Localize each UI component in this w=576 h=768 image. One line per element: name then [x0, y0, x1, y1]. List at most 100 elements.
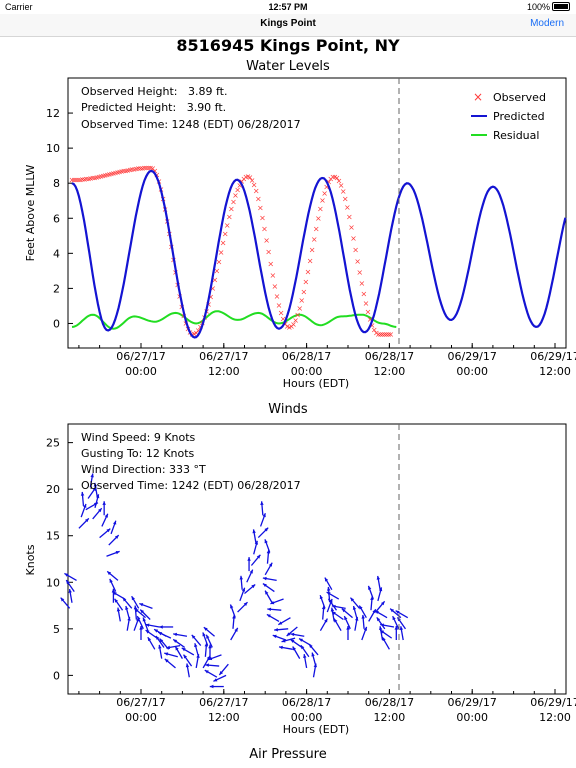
x-tick-time: 12:00: [539, 711, 571, 724]
observed-marker: ×: [135, 164, 142, 173]
observed-marker: ×: [387, 330, 394, 339]
wind-arrow-head: [324, 577, 329, 582]
observed-marker: ×: [214, 266, 221, 275]
wind-arrow-head: [264, 539, 268, 544]
water-levels-ylabel: Feet Above MLLW: [24, 165, 37, 262]
observed-marker: ×: [102, 171, 109, 180]
observed-marker: ×: [191, 330, 198, 339]
observed-marker: ×: [249, 176, 256, 185]
observed-marker: ×: [209, 284, 216, 293]
observed-marker: ×: [348, 223, 355, 232]
y-tick-label: 15: [46, 530, 60, 543]
wind-arrow-head: [292, 646, 297, 651]
wind-arrow-head: [394, 626, 399, 630]
observed-marker: ×: [131, 165, 138, 174]
wind-arrow-head: [326, 592, 331, 596]
wind-arrow-head: [158, 632, 163, 636]
carrier-label: Carrier: [5, 2, 33, 12]
wind-arrow-head: [234, 627, 238, 632]
observed-marker: ×: [263, 236, 270, 245]
observed-marker: ×: [71, 176, 78, 185]
wind-arrow-head: [241, 587, 246, 592]
observed-marker: ×: [143, 164, 150, 173]
wind-arrow-head: [290, 632, 295, 637]
wind-arrow-head: [112, 520, 117, 525]
winds-x-ticks: 06/27/17 00:00 06/27/17 12:00 06/28/17 00:00 0…: [78, 689, 576, 724]
modern-button[interactable]: Modern: [530, 18, 564, 29]
observed-marker: ×: [352, 245, 359, 254]
x-tick-date: 06/28/17: [282, 696, 331, 709]
observed-marker: ×: [373, 329, 380, 338]
observed-marker: ×: [104, 171, 111, 180]
x-tick-time: 12:00: [539, 365, 571, 378]
observed-marker: ×: [276, 301, 283, 310]
observed-height-text: Observed Height: 3.89 ft.: [81, 85, 227, 98]
observed-marker: ×: [385, 330, 392, 339]
observed-marker: ×: [305, 267, 312, 276]
wind-arrow-head: [368, 585, 372, 590]
battery-icon: [552, 2, 570, 11]
observed-marker: ×: [272, 282, 279, 291]
wind-arrow-head: [331, 604, 336, 609]
legend-residual-label: Residual: [493, 129, 539, 142]
wind-arrow-head: [158, 644, 162, 649]
x-tick-date: 06/29/17: [530, 696, 576, 709]
residual-line: [71, 310, 397, 330]
observed-marker: ×: [216, 257, 223, 266]
wind-arrow-head: [208, 644, 212, 649]
observed-marker: ×: [303, 278, 310, 287]
x-tick-date: 06/27/17: [199, 350, 248, 363]
wind-arrow-head: [206, 634, 210, 639]
wind-arrow-head: [194, 643, 198, 648]
wind-arrow-head: [205, 663, 209, 667]
wind-arrow-head: [109, 578, 113, 583]
observed-marker: ×: [228, 205, 235, 214]
wind-arrow-head: [183, 654, 188, 659]
wind-arrow-head: [328, 598, 332, 603]
observed-marker: ×: [274, 292, 281, 301]
wind-arrow-head: [264, 527, 269, 532]
x-tick-time: 00:00: [291, 365, 323, 378]
observed-marker: ×: [75, 176, 82, 185]
observed-marker: ×: [120, 167, 127, 176]
wind-arrow-head: [98, 508, 102, 513]
x-tick-time: 00:00: [456, 365, 488, 378]
observed-marker: ×: [294, 311, 301, 320]
wind-arrow-head: [247, 557, 251, 561]
x-tick-date: 06/29/17: [530, 350, 576, 363]
wind-arrow-head: [230, 604, 234, 609]
observed-marker: ×: [218, 248, 225, 257]
observed-marker: ×: [197, 323, 204, 332]
observed-marker: ×: [145, 163, 152, 172]
wind-arrow-head: [363, 626, 367, 631]
observed-marker: ×: [340, 187, 347, 196]
wind-speed-text: Wind Speed: 9 Knots: [81, 431, 196, 444]
status-time: 12:57 PM: [268, 2, 308, 12]
wind-arrow-head: [272, 634, 277, 639]
wind-arrow-head: [204, 670, 209, 674]
observed-marker: ×: [195, 326, 202, 335]
wind-arrow-head: [208, 656, 213, 661]
observed-marker: ×: [288, 322, 295, 331]
observed-marker: ×: [220, 239, 227, 248]
wind-arrow-head: [274, 628, 278, 632]
water-levels-series: ××××××××××××××××××××××××××××××××××××××××…: [69, 163, 567, 339]
wind-arrow-head: [319, 595, 324, 600]
wind-arrow-head: [134, 608, 139, 613]
observed-marker: ×: [342, 195, 349, 204]
wind-arrow-head: [185, 663, 190, 668]
wind-arrow-head: [270, 600, 275, 605]
wind-direction-text: Wind Direction: 333 °T: [81, 463, 206, 476]
observed-marker: ×: [133, 164, 140, 173]
x-tick-time: 12:00: [374, 365, 406, 378]
observed-marker: ×: [79, 175, 86, 184]
x-tick-date: 06/27/17: [116, 350, 165, 363]
x-tick-date: 06/28/17: [282, 350, 331, 363]
wind-arrow-head: [279, 645, 283, 650]
wind-arrow-head: [392, 616, 396, 621]
wind-arrow-head: [145, 623, 150, 627]
observed-marker: ×: [112, 169, 119, 178]
observed-marker: ×: [122, 166, 129, 175]
x-tick-date: 06/28/17: [365, 350, 414, 363]
observed-marker: ×: [224, 221, 231, 230]
